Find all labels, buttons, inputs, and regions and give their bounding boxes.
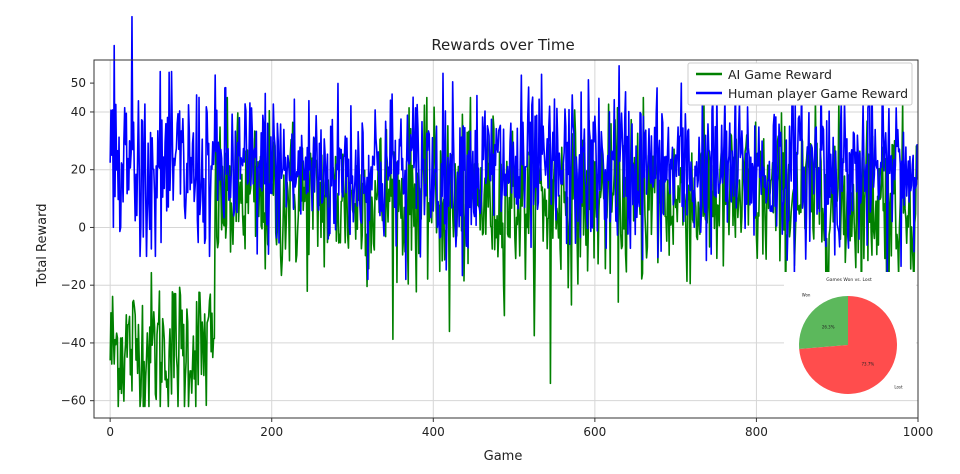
pie-value-won: 26.3%: [822, 325, 835, 330]
pie-slice-won: [798, 296, 848, 349]
legend-frame: [687, 62, 913, 106]
axes-layer: 0 200 400 600 800 1000 −60 −40 −20 0 20 40 50: [61, 59, 934, 439]
y-tick-label: −20: [61, 278, 86, 292]
pie-label-lost: Lost: [894, 384, 903, 389]
pie-layer: Won Lost 26.3% 73.7%: [798, 292, 903, 394]
y-axis-label: Total Reward: [35, 204, 50, 288]
y-tick-label: 0: [78, 220, 86, 234]
legend-label-human: Human player Game Reward: [728, 86, 908, 101]
y-tick-label: 50: [71, 76, 86, 90]
x-tick-label: 0: [106, 425, 114, 439]
pie-title: Games Won vs. Lost: [826, 277, 872, 283]
legend-label-ai: AI Game Reward: [728, 67, 832, 82]
plot-frame: [93, 59, 919, 419]
series-line-human: [109, 15, 918, 281]
series-line-ai: [109, 96, 918, 408]
pie-inset: Games Won vs. Lost Won Lost 26.3% 73.7%: [784, 272, 916, 400]
pie-value-lost: 73.7%: [861, 361, 874, 366]
y-tick-label: −40: [61, 336, 86, 350]
y-tick-label: 40: [71, 105, 86, 119]
legend: AI Game Reward Human player Game Reward: [687, 62, 913, 106]
pie-label-won: Won: [802, 292, 811, 297]
series-layer: [109, 15, 918, 408]
x-tick-label: 400: [422, 425, 445, 439]
x-tick-label: 800: [745, 425, 768, 439]
y-tick-label: 20: [71, 163, 86, 177]
x-tick-label: 1000: [903, 425, 934, 439]
chart-title: Rewards over Time: [431, 36, 574, 54]
x-tick-label: 600: [583, 425, 606, 439]
x-axis-label: Game: [484, 449, 523, 464]
x-tick-label: 200: [260, 425, 283, 439]
y-tick-label: −60: [61, 394, 86, 408]
pie-slice-lost: [799, 296, 897, 394]
